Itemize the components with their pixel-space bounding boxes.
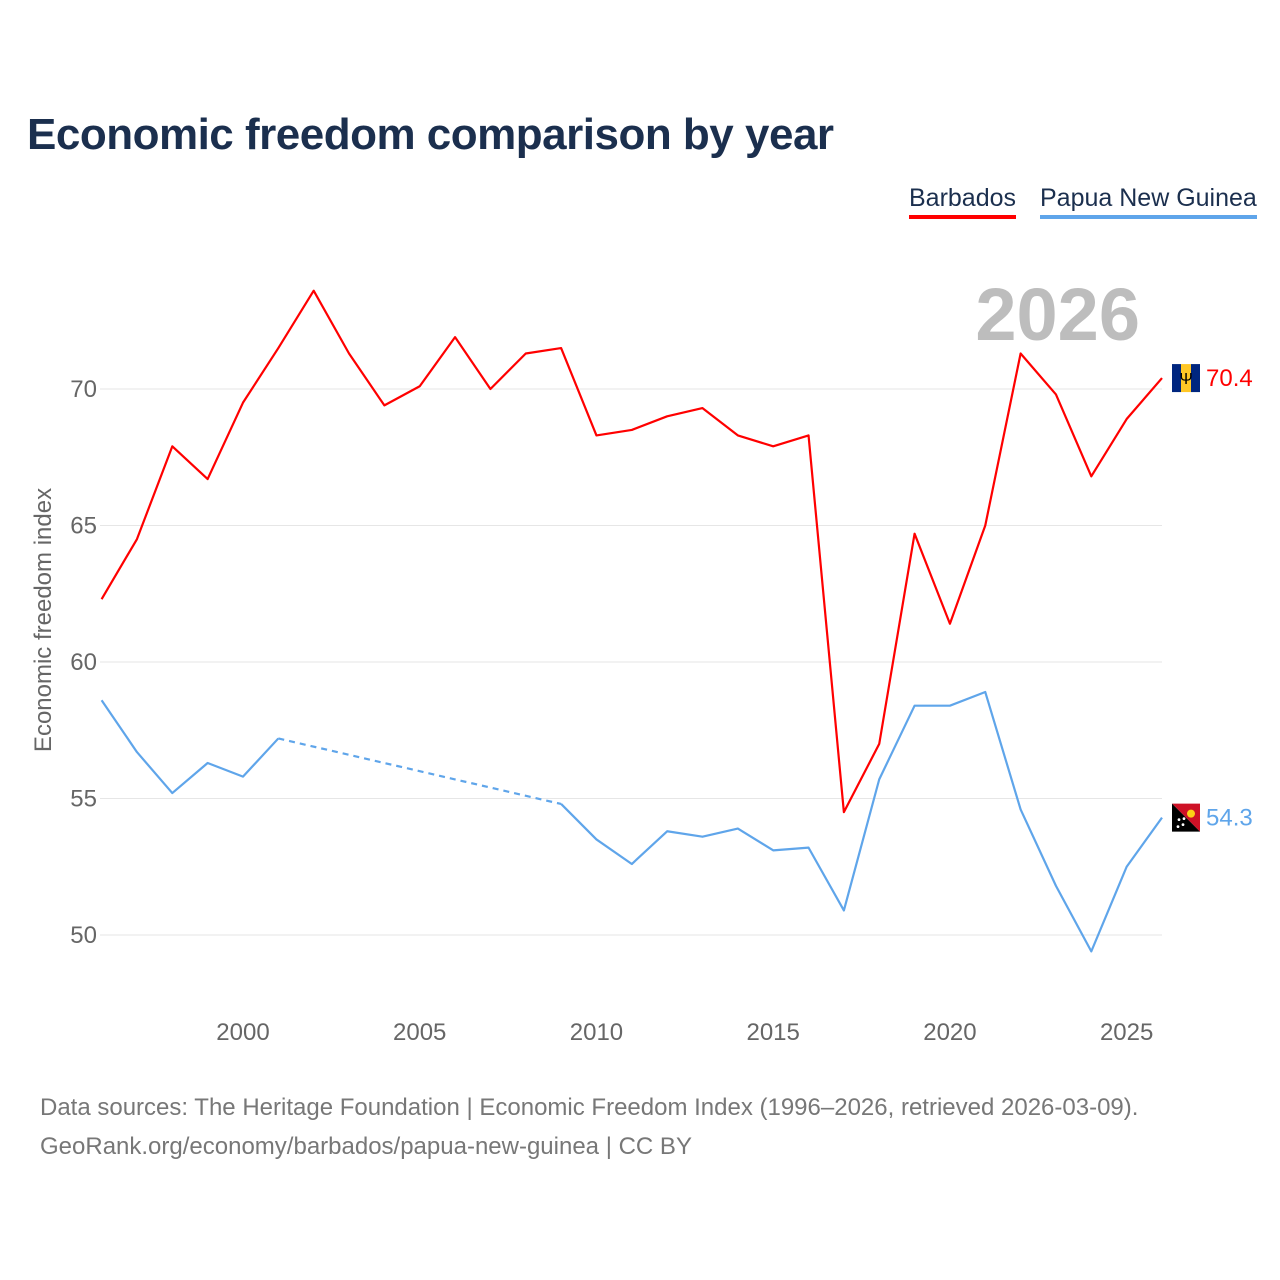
x-tick-label: 2005 xyxy=(393,1019,446,1046)
legend-barbados[interactable]: Barbados xyxy=(909,184,1017,219)
x-tick-label: 2015 xyxy=(746,1019,799,1046)
y-axis-label: Economic freedom index xyxy=(30,488,57,752)
end-value-label-0: 70.4 xyxy=(1206,365,1253,392)
barbados-flag-icon xyxy=(1181,364,1191,393)
y-tick-label: 60 xyxy=(70,649,97,676)
star-icon xyxy=(1182,817,1186,821)
barbados-flag-icon xyxy=(1172,364,1181,393)
bird-of-paradise-icon xyxy=(1187,809,1195,818)
legend-papua-new-guinea[interactable]: Papua New Guinea xyxy=(1040,184,1257,219)
footer-sources: Data sources: The Heritage Foundation | … xyxy=(40,1094,1139,1121)
x-tick-label: 2025 xyxy=(1100,1019,1153,1046)
star-icon xyxy=(1181,823,1185,827)
y-tick-label: 65 xyxy=(70,513,97,540)
series-line-0 xyxy=(100,289,1163,814)
trident-icon: Ψ xyxy=(1179,371,1192,388)
end-value-label-1: 54.3 xyxy=(1206,805,1253,832)
chart-title: Economic freedom comparison by year xyxy=(27,110,834,159)
y-tick-label: 50 xyxy=(70,922,97,949)
y-tick-label: 70 xyxy=(70,376,97,403)
barbados-flag-icon xyxy=(1191,364,1200,393)
star-icon xyxy=(1177,818,1181,822)
x-tick-label: 2010 xyxy=(570,1019,623,1046)
series-line-1 xyxy=(560,690,1163,953)
x-tick-label: 2020 xyxy=(923,1019,976,1046)
y-tick-label: 55 xyxy=(70,786,97,813)
star-icon xyxy=(1176,825,1180,829)
series-gap-dashed-1 xyxy=(278,737,562,806)
x-tick-label: 2000 xyxy=(216,1019,269,1046)
png-flag-icon xyxy=(1172,803,1200,832)
footer-link[interactable]: GeoRank.org/economy/barbados/papua-new-g… xyxy=(40,1133,692,1160)
year-watermark: 2026 xyxy=(975,273,1140,356)
footer: Data sources: The Heritage Foundation | … xyxy=(40,1088,1138,1166)
series-line-1 xyxy=(100,699,280,795)
